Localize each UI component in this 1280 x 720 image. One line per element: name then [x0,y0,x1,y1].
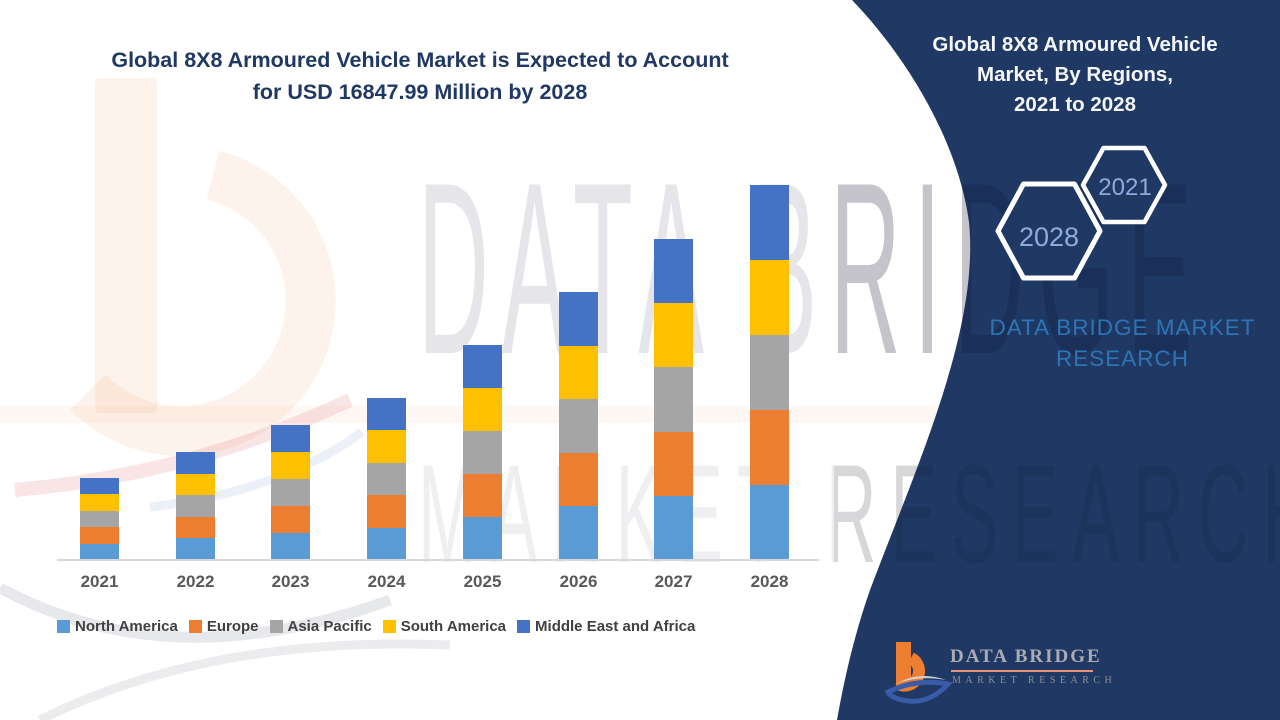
bar-segment-2027-europe [654,431,693,496]
chart-title-line1: Global 8X8 Armoured Vehicle Market is Ex… [111,48,729,72]
brand-text-line1: DATA BRIDGE MARKET [989,315,1256,340]
legend-item-middle-east-and-africa: Middle East and Africa [517,618,695,635]
x-axis-label-2023: 2023 [271,572,310,591]
bar-segment-2024-asia-pacific [367,462,406,496]
bar-segment-2025-north-america [463,517,502,560]
stacked-bar-2026 [559,292,598,560]
bar-segment-2027-middle-east-and-africa [654,239,693,304]
bar-segment-2025-asia-pacific [463,431,502,474]
x-axis-label-2026: 2026 [559,572,598,591]
brand-text-line2: RESEARCH [1055,346,1190,371]
panel-title: Global 8X8 Armoured Vehicle Market, By R… [900,30,1250,120]
bar-segment-2022-middle-east-and-africa [176,452,215,474]
legend-label: North America [75,618,178,635]
bar-segment-2022-south-america [176,473,215,496]
bar-segment-2021-europe [80,527,119,544]
bar-segment-2025-middle-east-and-africa [463,345,502,388]
logo-name-text: DATA BRIDGE [950,646,1102,667]
x-axis-label-2021: 2021 [80,572,119,591]
x-axis-label-2028: 2028 [750,572,789,591]
legend-item-asia-pacific: Asia Pacific [269,618,372,635]
bar-segment-2023-south-america [271,452,310,479]
hexagon-2021-label: 2021 [1098,174,1152,201]
legend-swatch [269,620,283,633]
bar-segment-2027-south-america [654,303,693,368]
bar-segment-2026-south-america [559,345,598,400]
stacked-bar-2028 [750,185,789,560]
panel-title-line1: Global 8X8 Armoured Vehicle [932,33,1218,56]
bar-segment-2024-south-america [367,430,406,463]
legend-item-north-america: North America [57,618,178,635]
bar-segment-2023-middle-east-and-africa [271,425,310,452]
x-axis-label-2025: 2025 [463,572,502,591]
bar-segment-2028-middle-east-and-africa [750,185,789,260]
logo-b-stem [896,642,911,686]
bar-segment-2028-north-america [750,485,789,560]
bar-segment-2023-north-america [271,533,310,560]
bar-segment-2028-south-america [750,260,789,335]
bar-segment-2026-middle-east-and-africa [559,292,598,346]
chart-legend: North America Europe Asia Pacific South Ame… [57,618,706,635]
bar-segment-2023-asia-pacific [271,479,310,506]
panel-shape [837,0,1280,720]
bar-segment-2028-europe [750,410,789,485]
chart-title: Global 8X8 Armoured Vehicle Market is Ex… [40,44,800,108]
data-bridge-logo-icon [884,642,953,704]
legend-item-south-america: South America [382,618,507,635]
bar-segment-2025-south-america [463,388,502,431]
x-axis-label-2027: 2027 [654,572,693,591]
stacked-bar-2024 [367,398,406,560]
stacked-bar-2023 [271,425,310,560]
legend-swatch [57,620,70,633]
legend-swatch [517,620,531,633]
legend-label: South America [400,618,507,635]
chart-title-line2: for USD 16847.99 Million by 2028 [252,80,588,104]
bar-segment-2024-middle-east-and-africa [367,398,406,431]
bar-segment-2021-north-america [80,543,119,560]
bar-segment-2025-europe [463,474,502,517]
bar-segment-2021-south-america [80,494,119,511]
bar-segment-2026-europe [559,452,598,507]
bar-segment-2021-middle-east-and-africa [80,478,119,495]
bar-segment-2022-north-america [176,538,215,560]
logo-swoosh-gray [886,676,946,688]
brand-text: DATA BRIDGE MARKET RESEARCH [970,312,1275,374]
bar-segment-2021-asia-pacific [80,510,119,528]
data-bridge-logo: DATA BRIDGE MARKET RESEARCH [884,636,1144,708]
x-axis-line [57,559,819,561]
legend-label: Europe [206,618,259,635]
hexagon-2028-label: 2028 [1018,222,1080,252]
x-axis-label-2022: 2022 [176,572,215,591]
bar-segment-2023-europe [271,506,310,533]
legend-swatch [188,620,202,633]
panel-title-line3: 2021 to 2028 [1014,93,1136,116]
logo-tagline-text: MARKET RESEARCH [952,675,1117,686]
bar-segment-2026-asia-pacific [559,399,598,453]
panel-title-line2: Market, By Regions, [977,63,1173,86]
bar-segment-2024-europe [367,495,406,528]
stacked-bar-2027 [654,239,693,560]
stacked-bar-2021 [80,478,119,560]
logo-swoosh-blue [884,679,953,704]
legend-label: Asia Pacific [287,618,372,635]
bar-segment-2022-asia-pacific [176,495,215,517]
legend-item-europe: Europe [188,618,259,635]
stacked-bar-2025 [463,345,502,560]
bar-segment-2028-asia-pacific [750,335,789,410]
bar-segment-2026-north-america [559,506,598,560]
legend-swatch [382,620,396,633]
legend-label: Middle East and Africa [535,618,696,635]
bar-segment-2024-north-america [367,527,406,560]
bar-segment-2022-europe [176,516,215,539]
stacked-bar-2022 [176,452,215,560]
x-axis-label-2024: 2024 [367,572,406,591]
logo-underline [951,670,1093,672]
bar-segment-2027-asia-pacific [654,367,693,432]
bar-segment-2027-north-america [654,495,693,560]
